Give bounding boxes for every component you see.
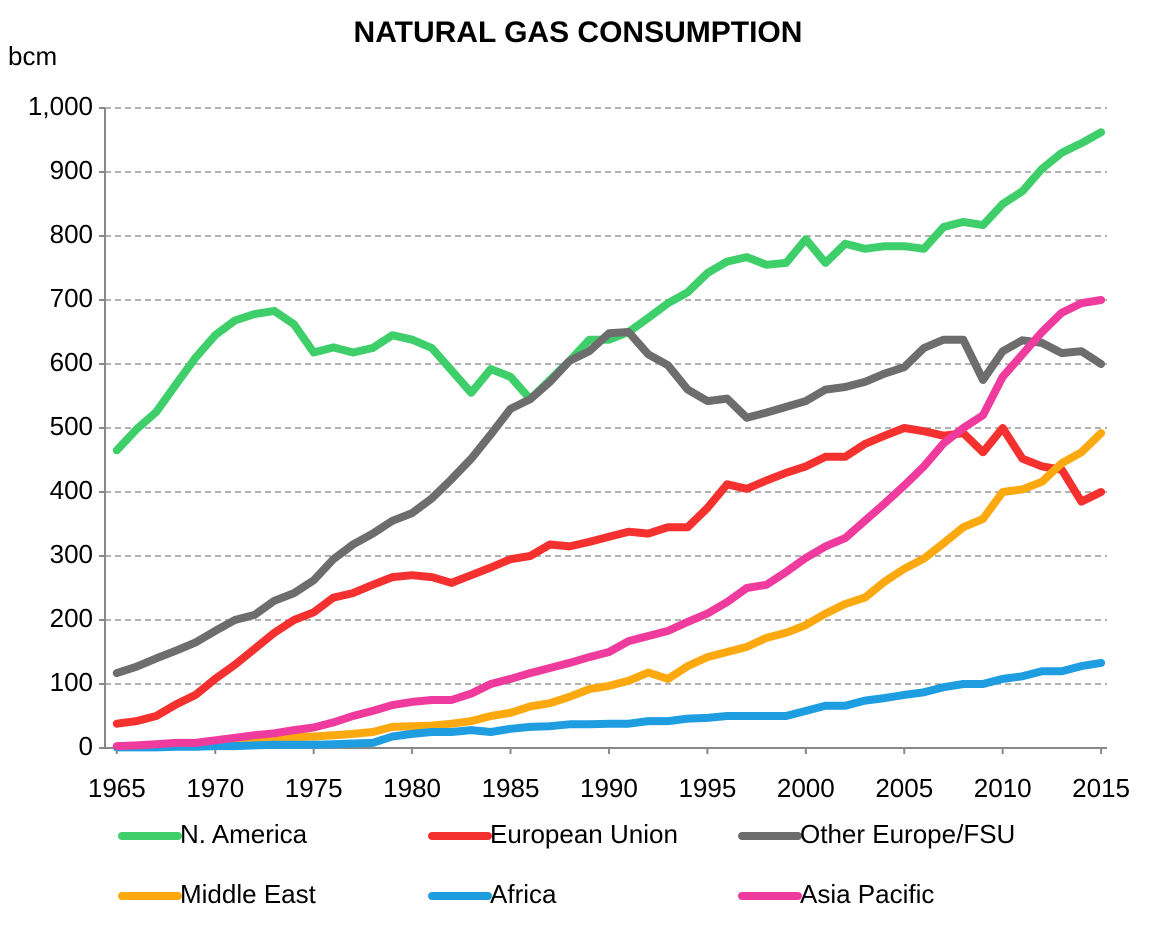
y-tick-label: 600 [50, 347, 93, 377]
y-tick-label: 0 [79, 731, 93, 761]
legend-label: Asia Pacific [800, 879, 934, 909]
y-tick-label: 300 [50, 539, 93, 569]
legend-label: European Union [490, 819, 678, 849]
y-tick-label: 400 [50, 475, 93, 505]
y-tick-label: 500 [50, 411, 93, 441]
series-line [112, 128, 1106, 455]
series-line [112, 424, 1106, 728]
y-tick-label: 700 [50, 283, 93, 313]
y-axis-label: bcm [8, 41, 57, 71]
y-tick-label: 200 [50, 603, 93, 633]
x-tick-label: 2000 [777, 773, 835, 803]
series-line [112, 296, 1106, 751]
y-tick-label: 1,000 [28, 91, 93, 121]
legend-label: N. America [180, 819, 308, 849]
series-line [112, 429, 1106, 751]
x-tick-label: 1970 [186, 773, 244, 803]
x-tick-label: 1980 [383, 773, 441, 803]
chart-title: NATURAL GAS CONSUMPTION [354, 16, 803, 49]
y-tick-label: 100 [50, 667, 93, 697]
x-tick-label: 1995 [678, 773, 736, 803]
x-tick-label: 2015 [1072, 773, 1130, 803]
x-tick-label: 1965 [88, 773, 146, 803]
x-tick-label: 1990 [580, 773, 638, 803]
legend-label: Africa [490, 879, 557, 909]
x-tick-label: 1985 [482, 773, 540, 803]
y-tick-label: 900 [50, 155, 93, 185]
series-line [112, 658, 1106, 752]
x-tick-label: 1975 [285, 773, 343, 803]
legend-label: Middle East [180, 879, 317, 909]
x-tick-label: 2005 [875, 773, 933, 803]
x-tick-label: 2010 [974, 773, 1032, 803]
y-tick-label: 800 [50, 219, 93, 249]
series-line [112, 328, 1106, 678]
legend-label: Other Europe/FSU [800, 819, 1015, 849]
